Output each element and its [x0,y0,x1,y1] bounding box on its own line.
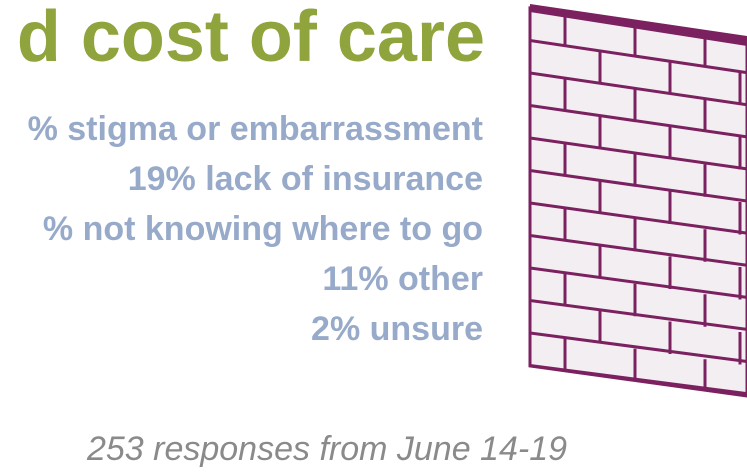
brick-line [530,299,747,331]
reason: % not knowing where to go [42,210,483,248]
brick-line [530,364,747,396]
headline: d cost of care [16,0,485,77]
brick-line [530,201,747,235]
brick-line [530,331,747,364]
brick-line [530,104,747,139]
brick-line [530,266,747,299]
brick-line [530,169,747,203]
brick-line [530,234,747,267]
bricks [530,8,747,396]
reason: 19% lack of insurance [127,160,483,198]
reason: 11% other [322,260,483,298]
brick-line [530,136,747,171]
reason: 2% unsure [311,310,483,348]
footnote: 253 responses from June 14-19 [86,430,568,468]
brick-line [530,39,747,75]
reason: % stigma or embarrassment [27,110,483,148]
